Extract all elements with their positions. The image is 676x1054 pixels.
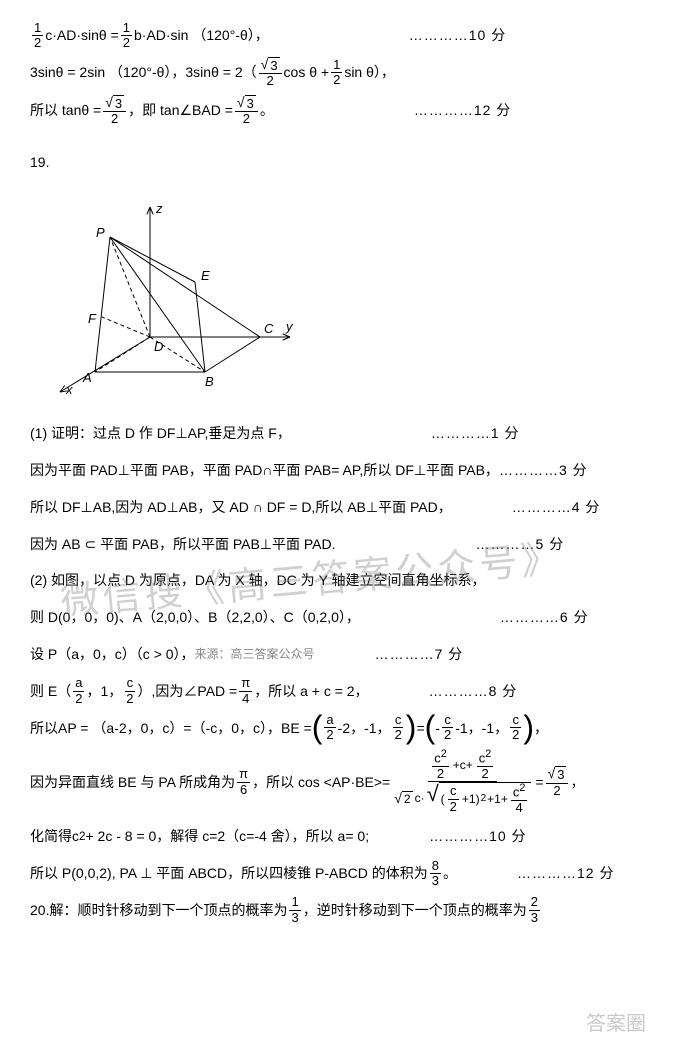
proof-line-4: 因为 AB ⊂ 平面 PAB，所以平面 PAB⊥平面 PAD. …………5 分 [30, 529, 646, 560]
text: 则 D(0，0，0)、A（2,0,0）、B（2,2,0）、C（0,2,0）， [30, 602, 360, 633]
frac-c2d: c2 [510, 713, 521, 743]
frac-half-2: 12 [121, 21, 132, 51]
svg-text:P: P [96, 225, 105, 240]
frac-c2b: c2 [393, 713, 404, 743]
svg-text:B: B [205, 374, 214, 389]
svg-text:y: y [285, 319, 294, 334]
text: b·AD·sin （120°-θ）， [134, 20, 269, 51]
text: ）,因为∠PAD = [138, 676, 238, 707]
frac-c2: c2 [124, 676, 135, 706]
text: sin θ）， [344, 57, 395, 88]
proof-line-2: 因为平面 PAD⊥平面 PAB，平面 PAD∩平面 PAB= AP,所以 DF⊥… [30, 455, 646, 486]
text: c·AD·sinθ = [45, 20, 119, 51]
text: - [435, 713, 440, 744]
frac-a2: a2 [73, 676, 84, 706]
equation-line-2: 3sinθ = 2sin （120°-θ），3sinθ = 2（ √3 2 co… [30, 57, 646, 89]
points-marker: …………12 分 [414, 95, 511, 126]
points-marker: …………6 分 [500, 602, 589, 633]
text: 3sinθ = 2sin （120°-θ），3sinθ = 2（ [30, 57, 257, 88]
text: ，逆时针移动到下一个顶点的概率为 [303, 895, 527, 926]
points-marker: …………5 分 [476, 529, 565, 560]
proof-line-8: 则 E（ a2 ，1， c2 ）,因为∠PAD = π4 ，所以 a + c =… [30, 676, 646, 707]
points-marker: …………7 分 [375, 639, 464, 670]
svg-text:x: x [65, 382, 73, 397]
proof-line-3: 所以 DF⊥AB,因为 AD⊥AB，又 AD ∩ DF = D,所以 AB⊥平面… [30, 492, 646, 523]
frac-sqrt3-2d: √3 2 [546, 766, 569, 798]
svg-text:D: D [154, 339, 163, 354]
proof-line-6: 则 D(0，0，0)、A（2,0,0）、B（2,2,0）、C（0,2,0）， …… [30, 602, 646, 633]
text: 所以 DF⊥AB,因为 AD⊥AB，又 AD ∩ DF = D,所以 AB⊥平面… [30, 492, 452, 523]
geometry-diagram: z y x P E F D A B C [40, 187, 646, 408]
svg-text:z: z [155, 201, 163, 216]
points-marker: …………10 分 [429, 821, 526, 852]
diagram-svg: z y x P E F D A B C [40, 187, 300, 397]
text: 设 P（a，0，c）（c > 0）， [30, 639, 195, 670]
text: -2，-1， [338, 713, 391, 744]
frac-half-3: 12 [331, 58, 342, 88]
proof-line-9: 所以AP = （a-2，0，c）=（-c，0，c），BE = ( a2 -2，-… [30, 713, 646, 744]
text: ，所以 cos <AP·BE>= [252, 767, 390, 798]
svg-text:E: E [201, 268, 210, 283]
frac-1-3: 13 [289, 895, 300, 925]
frac-sqrt3-2b: √3 2 [103, 95, 126, 127]
text: 。 [260, 95, 274, 126]
text: -1，-1， [455, 713, 508, 744]
frac-a2b: a2 [324, 713, 335, 743]
proof-line-1: (1) 证明：过点 D 作 DF⊥AP,垂足为点 F， …………1 分 [30, 418, 646, 449]
frac-8-3: 83 [430, 859, 441, 889]
text: 化简得c [30, 821, 79, 852]
points-marker: …………8 分 [429, 676, 518, 707]
text: 则 E（ [30, 676, 71, 707]
frac-2-3: 23 [529, 895, 540, 925]
text: (2) 如图，以点 D 为原点，DA 为 X 轴，DC 为 Y 轴建立空间直角坐… [30, 565, 486, 596]
text: 20.解：顺时针移动到下一个顶点的概率为 [30, 895, 287, 926]
frac-half-1: 12 [32, 21, 43, 51]
points-marker: …………12 分 [517, 858, 614, 889]
text: 。 [443, 858, 457, 889]
text: ， [534, 713, 548, 744]
frac-pi6: π6 [237, 767, 250, 797]
text: 所以 P(0,0,2), PA ⊥ 平面 ABCD，所以四棱锥 P-ABCD 的… [30, 858, 428, 889]
points-marker: …………1 分 [431, 418, 520, 449]
text: ，所以 a + c = 2， [254, 676, 368, 707]
text: ，即 tan∠BAD = [128, 95, 233, 126]
proof-line-5: (2) 如图，以点 D 为原点，DA 为 X 轴，DC 为 Y 轴建立空间直角坐… [30, 565, 646, 596]
q20-line: 20.解：顺时针移动到下一个顶点的概率为 13 ，逆时针移动到下一个顶点的概率为… [30, 895, 646, 926]
text: ，1， [86, 676, 122, 707]
watermark-corner: 答案圈 [586, 1002, 646, 1046]
frac-sqrt3-2c: √3 2 [235, 95, 258, 127]
text: cos θ + [284, 57, 330, 88]
text: 所以AP = （a-2，0，c）=（-c，0，c），BE = [30, 713, 312, 744]
equation-line-1: 12 c·AD·sinθ = 12 b·AD·sin （120°-θ）， ………… [30, 20, 646, 51]
text: 因为 AB ⊂ 平面 PAB，所以平面 PAB⊥平面 PAD. [30, 529, 336, 560]
text: 所以 tanθ = [30, 95, 101, 126]
text: ， [570, 767, 584, 798]
svg-text:F: F [88, 311, 97, 326]
frac-c2c: c2 [442, 713, 453, 743]
question-number-19: 19. [30, 147, 646, 178]
svg-text:C: C [264, 321, 274, 336]
text: = [535, 767, 543, 798]
text: 因为平面 PAD⊥平面 PAB，平面 PAD∩平面 PAB= AP,所以 DF⊥… [30, 455, 499, 486]
proof-line-11: 化简得c2 + 2c - 8 = 0，解得 c=2（c=-4 舍），所以 a= … [30, 821, 646, 852]
points-marker: …………3 分 [499, 455, 588, 486]
source-note: 来源：高三答案公众号 [195, 641, 315, 667]
points-marker: …………4 分 [512, 492, 601, 523]
text: 因为异面直线 BE 与 PA 所成角为 [30, 767, 235, 798]
proof-line-10: 因为异面直线 BE 与 PA 所成角为 π6 ，所以 cos <AP·BE>= … [30, 749, 646, 815]
text: = [416, 713, 424, 744]
equation-line-3: 所以 tanθ = √3 2 ，即 tan∠BAD = √3 2 。 …………1… [30, 95, 646, 127]
points-marker: …………10 分 [409, 20, 506, 51]
frac-pi4: π4 [239, 676, 252, 706]
text: (1) 证明：过点 D 作 DF⊥AP,垂足为点 F， [30, 418, 291, 449]
frac-big-expr: c22 +c+ c22 √2c· √ (c2+1)2+1+ c24 [392, 749, 533, 815]
frac-sqrt3-2: √3 2 [259, 57, 282, 89]
text: + 2c - 8 = 0，解得 c=2（c=-4 舍），所以 a= 0; [85, 821, 369, 852]
svg-text:A: A [82, 370, 92, 385]
proof-line-12: 所以 P(0,0,2), PA ⊥ 平面 ABCD，所以四棱锥 P-ABCD 的… [30, 858, 646, 889]
proof-line-7: 设 P（a，0，c）（c > 0）， 来源：高三答案公众号 …………7 分 [30, 639, 646, 670]
